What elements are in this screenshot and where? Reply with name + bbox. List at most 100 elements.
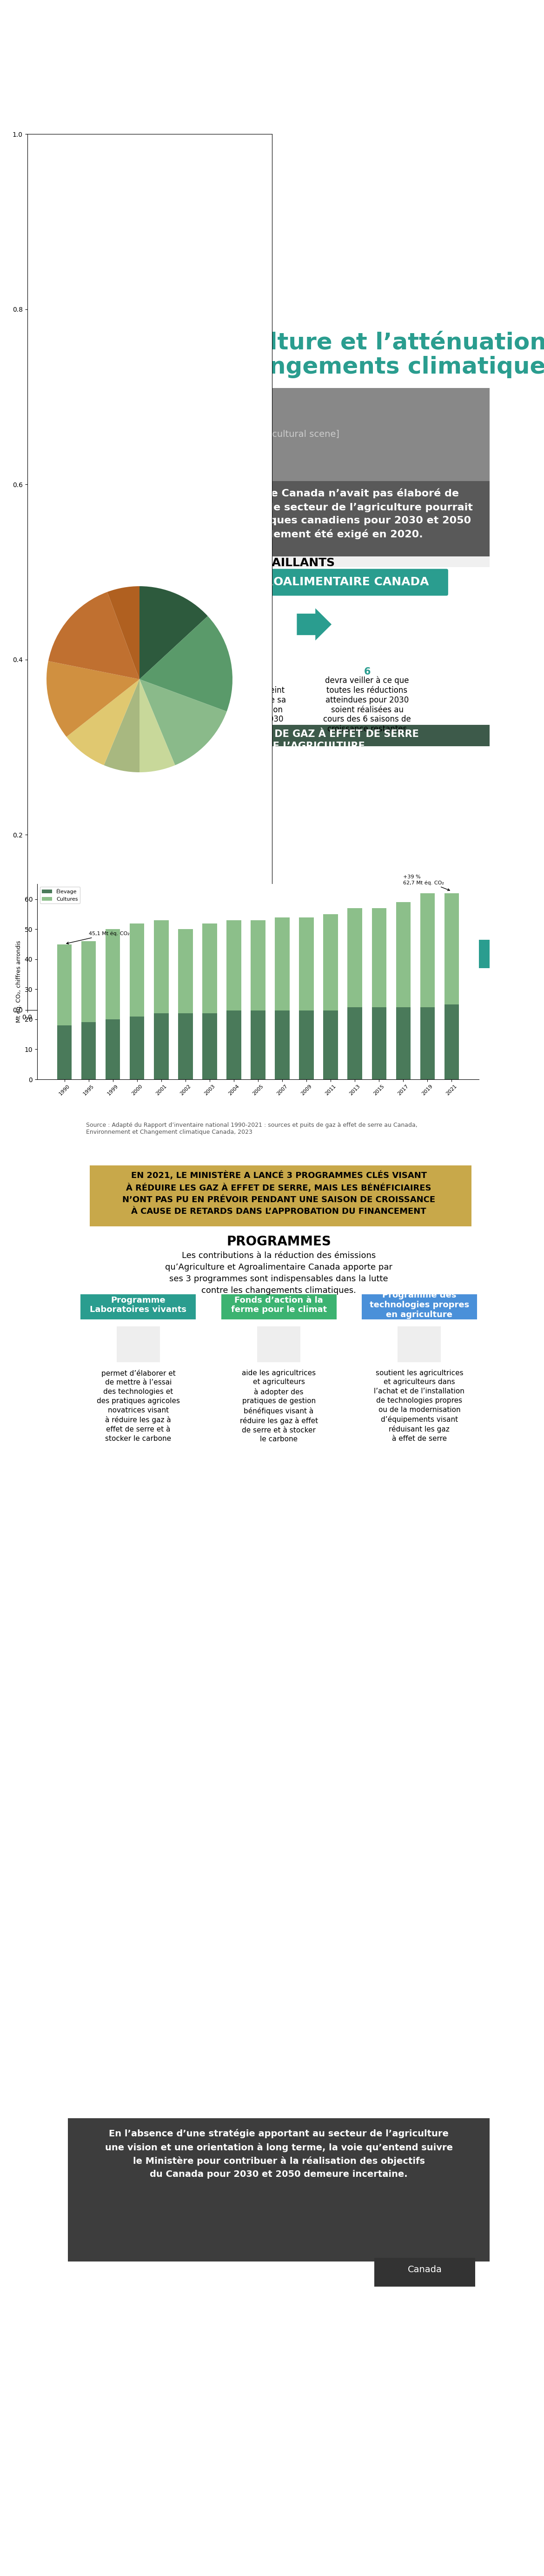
Bar <box>420 1007 435 1079</box>
Bar <box>57 945 72 1025</box>
Wedge shape <box>139 680 175 773</box>
Bar <box>178 1012 193 1079</box>
Text: 45,1 Mt éq. CO₂: 45,1 Mt éq. CO₂ <box>66 933 129 943</box>
Text: FAITS SAILLANTS: FAITS SAILLANTS <box>223 556 335 569</box>
Bar <box>251 920 265 1010</box>
Bar <box>154 920 169 1012</box>
Bar <box>398 1327 441 1363</box>
Bar <box>396 902 411 1007</box>
Bar <box>126 389 490 482</box>
Bar <box>420 894 435 1007</box>
Bar <box>323 1010 338 1079</box>
Wedge shape <box>139 587 208 680</box>
Bar <box>57 1025 72 1079</box>
Text: [Photo: Agricultural scene]: [Photo: Agricultural scene] <box>218 430 339 438</box>
Bar <box>362 1293 477 1319</box>
Bar <box>221 1293 336 1319</box>
Bar <box>372 909 386 1007</box>
Bar <box>68 567 490 719</box>
Bar <box>68 309 126 549</box>
Text: Programme
Laboratoires vivants: Programme Laboratoires vivants <box>90 1296 187 1314</box>
Bar <box>68 747 490 933</box>
Bar <box>130 1018 144 1079</box>
Wedge shape <box>46 662 139 737</box>
FancyBboxPatch shape <box>297 608 331 641</box>
Bar <box>444 894 459 1005</box>
Bar <box>275 917 289 1010</box>
Bar <box>348 909 362 1007</box>
Bar <box>202 922 217 1012</box>
Bar <box>126 309 490 389</box>
Bar <box>81 1293 196 1319</box>
Bar <box>68 1291 490 1577</box>
Bar <box>372 1007 386 1079</box>
Text: soutient les agricultrices
et agriculteurs dans
l’achat et de l’installation
de : soutient les agricultrices et agriculteu… <box>374 1370 465 1443</box>
Text: EN 2021, LE MINISTÈRE A LANCÉ 3 PROGRAMMES CLÉS VISANT
À RÉDUIRE LES GAZ À EFFET: EN 2021, LE MINISTÈRE A LANCÉ 3 PROGRAMM… <box>122 1170 435 1216</box>
Wedge shape <box>139 680 227 765</box>
Y-axis label: Mt éq. CO₂, chiffres arrondis: Mt éq. CO₂, chiffres arrondis <box>16 940 22 1023</box>
Legend: Élevage, Cultures: Élevage, Cultures <box>40 886 80 904</box>
Bar <box>299 1010 314 1079</box>
Wedge shape <box>66 680 139 765</box>
Bar <box>68 482 490 556</box>
Bar <box>178 930 193 1012</box>
Bar <box>154 1012 169 1079</box>
Bar <box>115 572 447 595</box>
Text: 11 Mt éq. CO₂: 11 Mt éq. CO₂ <box>94 667 169 677</box>
Bar <box>374 2259 475 2287</box>
Bar <box>68 1247 490 1283</box>
Text: Programme des
technologies propres
en agriculture: Programme des technologies propres en ag… <box>369 1291 469 1319</box>
Text: Fonds d’action à la
ferme pour le climat: Fonds d’action à la ferme pour le climat <box>231 1296 327 1314</box>
Bar <box>68 556 490 567</box>
Bar <box>323 914 338 1010</box>
Bar <box>68 724 490 747</box>
Text: aide les agricultrices
et agriculteurs
à adopter des
pratiques de gestion
bénéfi: aide les agricultrices et agriculteurs à… <box>240 1370 318 1443</box>
Text: Source : Adapté du Rapport d’inventaire national 1990-2021 : sources et puits de: Source : Adapté du Rapport d’inventaire … <box>86 930 417 943</box>
Bar <box>90 1164 472 1226</box>
Bar <box>396 1007 411 1079</box>
Text: a l'objectif de réduire
les émissions de gaz
à effet de serre
d'ici 2030: a l'objectif de réduire les émissions de… <box>90 677 172 714</box>
Text: devra veiller à ce que
toutes les réductions
atteindues pour 2030
soient réalisé: devra veiller à ce que toutes les réduct… <box>323 677 411 734</box>
Bar <box>68 1234 490 1247</box>
Bar <box>82 1023 96 1079</box>
Bar <box>68 940 490 969</box>
Text: Les contributions à la réduction des émissions
qu’Agriculture et Agroalimentaire: Les contributions à la réduction des émi… <box>165 1252 392 1296</box>
Text: des changements climatiques: des changements climatiques <box>169 355 544 379</box>
Text: ENTRE 1990 ET 2021, LES GAZ À EFFET DE SERRE PROVENANT
DU SECTEUR DE L’AGRICULTU: ENTRE 1990 ET 2021, LES GAZ À EFFET DE S… <box>120 943 437 976</box>
Bar <box>251 1010 265 1079</box>
Bar <box>202 1012 217 1079</box>
Bar <box>106 1020 120 1079</box>
Text: Agriculture et Agroalimentaire Canada n’avait pas élaboré de
stratégie quant à l: Agriculture et Agroalimentaire Canada n’… <box>85 489 473 538</box>
Wedge shape <box>139 616 232 711</box>
Polygon shape <box>68 392 126 549</box>
Text: a jusqu'à
maintenant atteint
moins de 2 % de sa
cible de réduction
globale pour : a jusqu'à maintenant atteint moins de 2 … <box>210 677 286 724</box>
Text: APERÇU DES ÉMISSIONS DE GAZ À EFFET DE SERRE
DU SECTEUR DE L’AGRICULTURE: APERÇU DES ÉMISSIONS DE GAZ À EFFET DE S… <box>139 726 419 752</box>
Text: En l’absence d’une stratégie apportant au secteur de l’agriculture
une vision et: En l’absence d’une stratégie apportant a… <box>105 2128 453 2179</box>
FancyBboxPatch shape <box>180 608 214 641</box>
Text: GES : gaz à effet de serre   Mt éq. CO₂ : mégatonnes d’équivalent dioxyde de car: GES : gaz à effet de serre Mt éq. CO₂ : … <box>86 925 337 933</box>
Bar <box>68 2117 490 2262</box>
Bar <box>257 1327 300 1363</box>
FancyBboxPatch shape <box>113 569 448 595</box>
Text: 2 %: 2 % <box>238 667 258 677</box>
Text: Rapports 2024: Rapports 2024 <box>72 384 135 392</box>
Bar <box>227 1010 241 1079</box>
Bar <box>348 1007 362 1079</box>
Bar <box>116 1327 160 1363</box>
Wedge shape <box>104 680 139 773</box>
Text: PROGRAMMES: PROGRAMMES <box>226 1234 331 1249</box>
Bar <box>82 940 96 1023</box>
Text: AGRICULTURE ET AGROALIMENTAIRE CANADA: AGRICULTURE ET AGROALIMENTAIRE CANADA <box>132 577 429 587</box>
Text: permet d’élaborer et
de mettre à l’essai
des technologies et
des pratiques agric: permet d’élaborer et de mettre à l’essai… <box>97 1370 180 1443</box>
Polygon shape <box>72 420 122 546</box>
Text: Source : Adapté du Rapport d’inventaire national 1990-2021 : sources et puits de: Source : Adapté du Rapport d’inventaire … <box>86 1123 417 1136</box>
Text: Canada: Canada <box>407 2264 442 2275</box>
Bar <box>444 1005 459 1079</box>
Bar <box>68 969 490 1162</box>
Bar <box>299 917 314 1010</box>
Wedge shape <box>107 587 139 680</box>
Text: +39 %
62,7 Mt éq. CO₂: +39 % 62,7 Mt éq. CO₂ <box>403 876 450 891</box>
Wedge shape <box>48 592 139 680</box>
Text: L’agriculture et l’atténuation: L’agriculture et l’atténuation <box>169 330 544 353</box>
Bar <box>106 930 120 1020</box>
